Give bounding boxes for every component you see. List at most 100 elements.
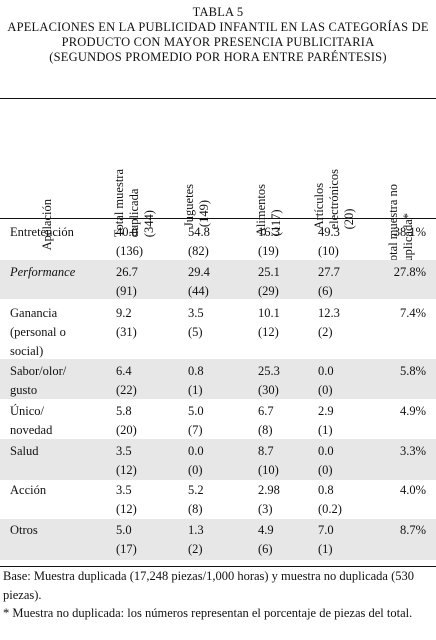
- row-label: Único/: [10, 404, 45, 418]
- cell-seconds: (30): [258, 383, 279, 397]
- cell-value: 40.0: [116, 225, 138, 239]
- cell-percent: 8.7%: [399, 523, 426, 537]
- cell-value: 0.8: [318, 483, 334, 497]
- cell-percent: 7.4%: [399, 306, 426, 320]
- cell-seconds: (10): [318, 244, 339, 258]
- cell-value: 9.2: [116, 306, 132, 320]
- cell-seconds: (31): [116, 325, 137, 339]
- cell-seconds: (0): [318, 383, 333, 397]
- cell-value: 0.8: [188, 364, 204, 378]
- header-articulos-electronicos: Artículos electrónicos (20): [312, 118, 356, 229]
- row-label: Salud: [10, 444, 39, 458]
- table-title-line-1: APELACIONES EN LA PUBLICIDAD INFANTIL EN…: [7, 20, 429, 34]
- cell-value: 10.1: [258, 306, 280, 320]
- row-label: social): [10, 344, 44, 358]
- cell-seconds: (2): [188, 542, 203, 556]
- row-label: Acción: [10, 483, 47, 497]
- row-label: Entretención: [10, 225, 74, 239]
- row-label: Performance: [10, 265, 76, 279]
- row-shade: [0, 260, 436, 299]
- header-apelacion: Apelación: [40, 118, 70, 250]
- cell-seconds: (44): [188, 284, 209, 298]
- cell-seconds: (19): [258, 244, 279, 258]
- row-shade: [0, 519, 436, 560]
- table-title-line-2: PRODUCTO CON MAYOR PRESENCIA PUBLICITARI…: [61, 35, 375, 49]
- header-total-no-duplicada: Total muestra no duplicada*: [386, 118, 416, 268]
- cell-value: 54.8: [188, 225, 210, 239]
- header-rule: [0, 218, 436, 219]
- cell-value: 8.7: [258, 444, 274, 458]
- cell-value: 5.2: [188, 483, 204, 497]
- table-title-line-3: (SEGUNDOS PROMEDIO POR HORA ENTRE PARÉNT…: [49, 50, 387, 64]
- header-juguetes: Juguetes (149): [182, 118, 212, 227]
- cell-percent: 38.1%: [393, 225, 426, 239]
- cell-value: 25.3: [258, 364, 280, 378]
- row-shade: [0, 359, 436, 399]
- cell-seconds: (12): [258, 325, 279, 339]
- cell-value: 2.98: [258, 483, 280, 497]
- cell-seconds: (82): [188, 244, 209, 258]
- cell-value: 5.0: [116, 523, 132, 537]
- table-number: TABLA 5: [192, 5, 244, 19]
- cell-seconds: (17): [116, 542, 137, 556]
- cell-value: 5.0: [188, 404, 204, 418]
- top-rule: [0, 98, 436, 99]
- cell-seconds: (5): [188, 325, 203, 339]
- cell-percent: 4.9%: [399, 404, 426, 418]
- cell-seconds: (20): [116, 423, 137, 437]
- cell-value: 5.8: [116, 404, 132, 418]
- row-label: gusto: [10, 383, 38, 397]
- asterisk-note: * Muestra no duplicada: los números repr…: [3, 606, 413, 620]
- row-label: Ganancia: [10, 306, 58, 320]
- row-label: Sabor/olor/: [10, 364, 67, 378]
- header-text: electrónicos: [327, 169, 341, 230]
- cell-value: 29.4: [188, 265, 210, 279]
- cell-value: 3.5: [116, 483, 132, 497]
- cell-seconds: (0): [188, 463, 203, 477]
- cell-value: 0.0: [188, 444, 204, 458]
- header-total-duplicada: Total muestra duplicada (344): [112, 118, 156, 237]
- cell-value: 3.5: [116, 444, 132, 458]
- cell-value: 25.1: [258, 265, 280, 279]
- cell-value: 4.9: [258, 523, 274, 537]
- row-label: novedad: [10, 423, 53, 437]
- row-label: Otros: [10, 523, 38, 537]
- cell-value: 26.7: [116, 265, 138, 279]
- header-alimentos: Alimentos (117): [254, 118, 284, 236]
- cell-value: 27.7: [318, 265, 340, 279]
- cell-seconds: (10): [258, 463, 279, 477]
- cell-percent: 3.3%: [399, 444, 426, 458]
- cell-percent: 4.0%: [399, 483, 426, 497]
- header-text: (344): [142, 210, 156, 238]
- cell-value: 3.5: [188, 306, 204, 320]
- header-text: (20): [342, 208, 356, 230]
- cell-seconds: (6): [258, 542, 273, 556]
- cell-seconds: (22): [116, 383, 137, 397]
- base-note: Base: Muestra duplicada (17,248 piezas/1…: [3, 569, 414, 602]
- header-text: Juguetes: [182, 184, 196, 228]
- cell-seconds: (7): [188, 423, 203, 437]
- cell-value: 6.7: [258, 404, 274, 418]
- row-shade: [0, 439, 436, 480]
- cell-seconds: (1): [318, 542, 333, 556]
- cell-seconds: (3): [258, 502, 273, 516]
- header-text: (149): [197, 199, 211, 228]
- cell-value: 0.0: [318, 444, 334, 458]
- cell-seconds: (8): [188, 502, 203, 516]
- header-text: Artículos: [312, 182, 326, 230]
- cell-value: 6.4: [116, 364, 132, 378]
- cell-seconds: (6): [318, 284, 333, 298]
- cell-value: 0.0: [318, 364, 334, 378]
- table-caption: TABLA 5 APELACIONES EN LA PUBLICIDAD INF…: [0, 5, 436, 65]
- cell-seconds: (1): [188, 383, 203, 397]
- cell-value: 2.9: [318, 404, 334, 418]
- cell-seconds: (136): [116, 244, 144, 258]
- cell-seconds: (12): [116, 502, 137, 516]
- cell-seconds: (8): [258, 423, 273, 437]
- cell-seconds: (0.2): [318, 502, 342, 516]
- cell-value: 16.3: [258, 225, 280, 239]
- cell-seconds: (29): [258, 284, 279, 298]
- cell-seconds: (0): [318, 463, 333, 477]
- cell-seconds: (2): [318, 325, 333, 339]
